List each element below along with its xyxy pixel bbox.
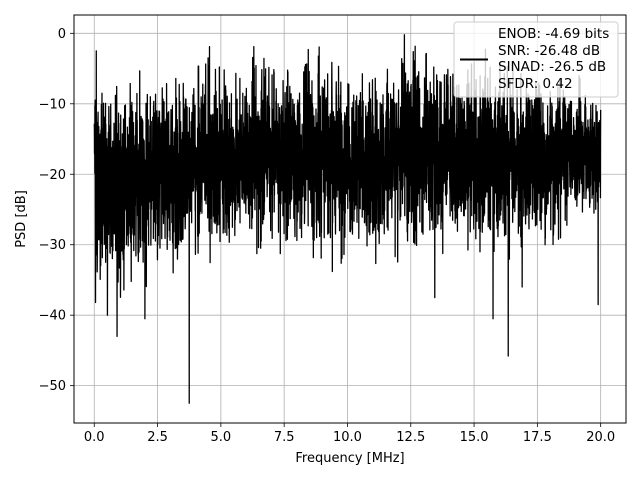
psd-series-line (93, 34, 602, 404)
series-group (93, 34, 602, 404)
legend-box (453, 21, 619, 98)
x-tick-label: 2.5 (147, 430, 168, 445)
legend: ENOB: -4.69 bits SNR: -26.48 dB SINAD: -… (453, 21, 619, 98)
y-tick-label: 0 (58, 27, 66, 42)
x-axis-label: Frequency [MHz] (295, 451, 404, 466)
x-tick-label: 17.5 (523, 430, 552, 445)
y-axis-label: PSD [dB] (14, 190, 29, 248)
x-tick-label: 15.0 (460, 430, 489, 445)
legend-entry-sfdr: SFDR: 0.42 (498, 76, 573, 92)
x-tick-label: 0.0 (84, 430, 105, 445)
x-axis-ticks: 0.0 2.5 5.0 7.5 10.0 12.5 15.0 17.5 20.0 (84, 423, 615, 445)
y-tick-label: −20 (39, 168, 66, 183)
legend-entry-enob: ENOB: -4.69 bits (498, 26, 609, 42)
legend-entry-snr: SNR: -26.48 dB (498, 43, 600, 59)
y-tick-label: −10 (39, 97, 66, 112)
y-tick-label: −50 (39, 379, 66, 394)
x-tick-label: 10.0 (333, 430, 362, 445)
x-tick-label: 7.5 (274, 430, 295, 445)
plot-frame (73, 14, 627, 424)
y-tick-label: −30 (39, 238, 66, 253)
y-tick-label: −40 (39, 309, 66, 324)
x-tick-label: 20.0 (586, 430, 615, 445)
x-tick-label: 12.5 (396, 430, 425, 445)
x-tick-label: 5.0 (211, 430, 232, 445)
y-axis-ticks: 0 −10 −20 −30 −40 −50 (39, 27, 74, 394)
legend-entry-sinad: SINAD: -26.5 dB (498, 59, 606, 75)
